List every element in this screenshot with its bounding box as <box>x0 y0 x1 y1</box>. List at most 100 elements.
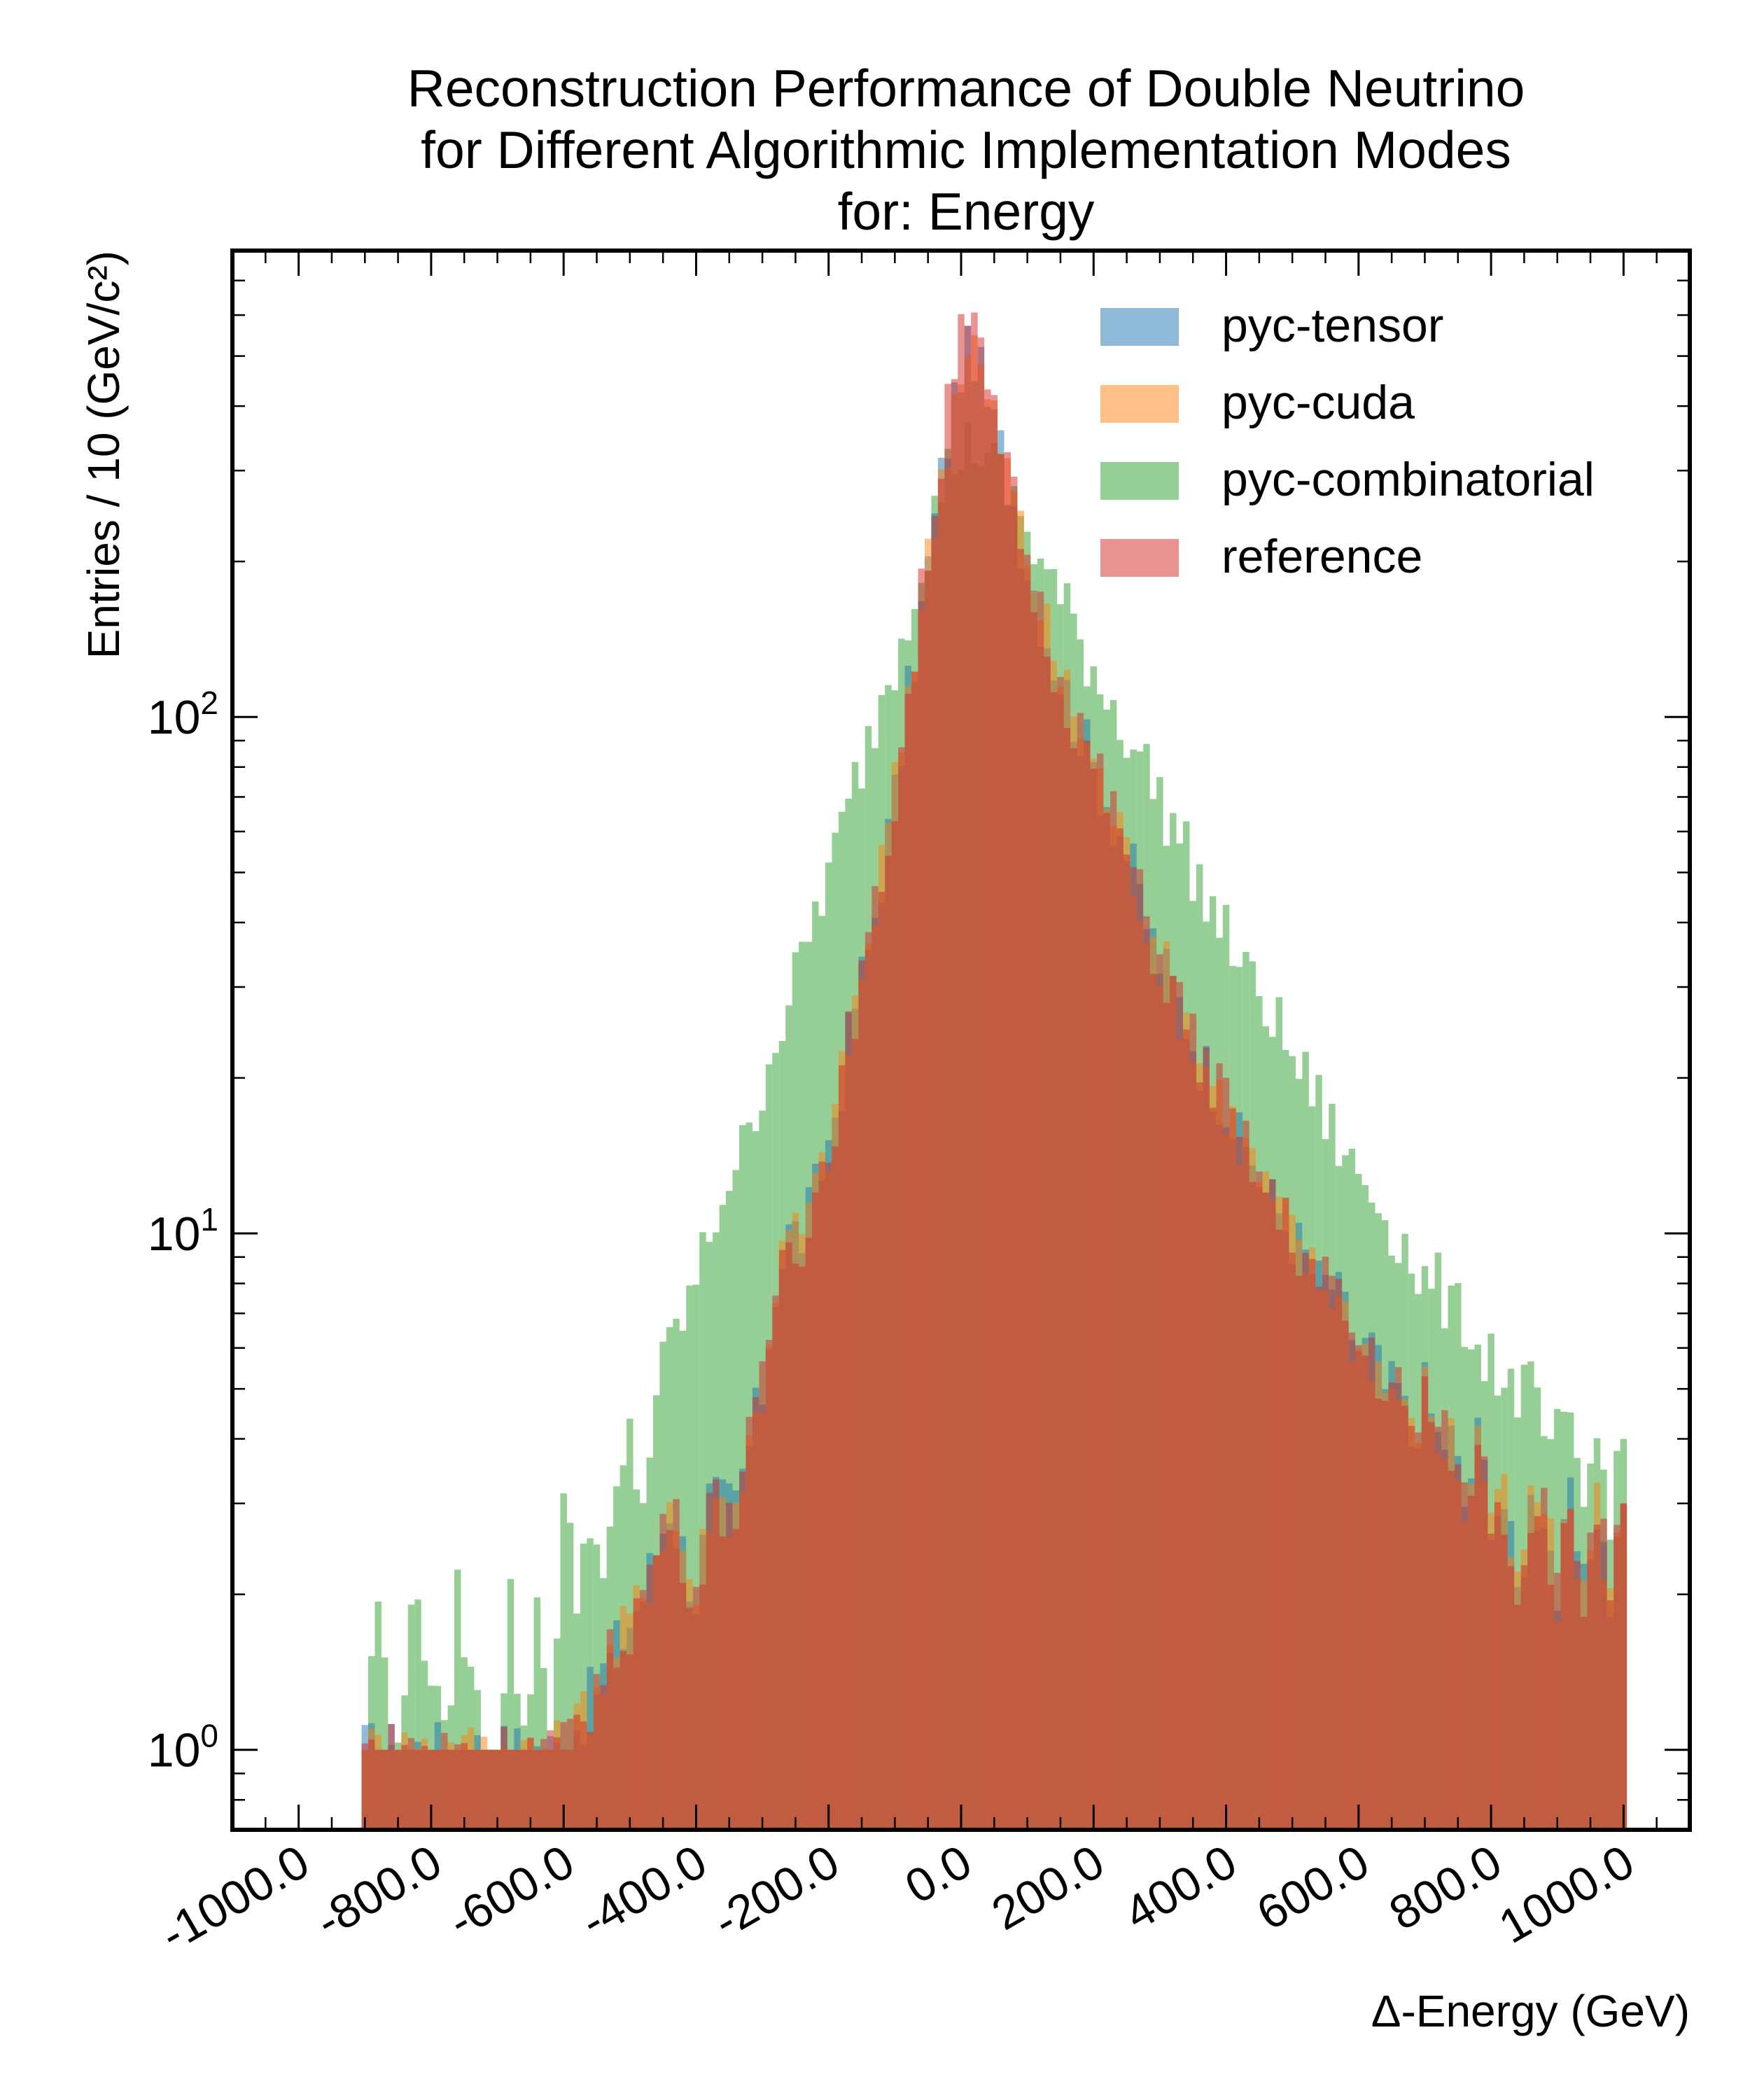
y-tick-label: 102 <box>148 685 218 744</box>
bar-reference <box>1421 1376 1429 1830</box>
bar-reference <box>454 1744 461 1830</box>
bar-reference <box>1196 1082 1203 1830</box>
bar-reference <box>394 1749 402 1830</box>
bar-reference <box>726 1502 733 1830</box>
bar-reference <box>1017 549 1024 1830</box>
bar-reference <box>1408 1426 1415 1830</box>
bar-reference <box>1401 1406 1408 1830</box>
bar-reference <box>640 1590 647 1830</box>
bar-reference <box>799 1266 806 1830</box>
bar-reference <box>872 886 878 1830</box>
bar-reference <box>686 1607 693 1830</box>
bar-reference <box>719 1536 727 1830</box>
bar-reference <box>493 1749 501 1830</box>
bar-reference <box>447 1749 455 1830</box>
x-tick-label: 1000.0 <box>1490 1835 1643 1954</box>
x-tick-label: 0.0 <box>897 1835 981 1914</box>
plot-area <box>230 248 1692 1832</box>
bar-reference <box>1322 1256 1329 1830</box>
bar-reference <box>1269 1179 1276 1830</box>
bar-reference <box>1037 592 1044 1830</box>
bar-reference <box>1116 828 1124 1830</box>
bar-reference <box>474 1749 481 1830</box>
bar-pyc-combinatorial <box>381 1657 388 1830</box>
bar-reference <box>652 1555 660 1830</box>
bar-reference <box>467 1749 475 1830</box>
bar-reference <box>818 1161 825 1830</box>
bar-pyc-combinatorial <box>454 1569 461 1830</box>
bar-reference <box>1494 1502 1502 1830</box>
x-tick-label: 400.0 <box>1116 1835 1245 1940</box>
bar-reference <box>778 1250 786 1830</box>
y-tick-label: 101 <box>148 1201 218 1261</box>
bar-reference <box>805 1238 813 1830</box>
bar-reference <box>825 1163 832 1830</box>
bar-reference <box>898 747 905 1830</box>
bar-reference <box>368 1739 375 1830</box>
bar-reference <box>1242 1121 1250 1830</box>
bar-reference <box>1534 1516 1541 1830</box>
bar-reference <box>421 1746 428 1830</box>
bar-reference <box>1123 854 1130 1830</box>
bar-reference <box>713 1479 720 1830</box>
x-tick-label: -600.0 <box>440 1835 583 1948</box>
bar-reference <box>1329 1275 1336 1830</box>
chart-title: Reconstruction Performance of Double Neu… <box>407 59 1525 241</box>
bar-reference <box>666 1530 673 1830</box>
legend-label-pyc-combinatorial: pyc-combinatorial <box>1222 453 1595 506</box>
bar-reference <box>1434 1427 1442 1830</box>
bar-reference <box>1275 1229 1282 1830</box>
bar-reference <box>1574 1561 1581 1830</box>
bar-reference <box>646 1564 653 1830</box>
bar-reference <box>1203 1047 1210 1830</box>
bar-reference <box>1620 1503 1628 1830</box>
bar-reference <box>891 821 899 1830</box>
bar-reference <box>1553 1573 1561 1830</box>
bar-reference <box>633 1598 640 1830</box>
bar-reference <box>1256 1171 1263 1830</box>
bar-reference <box>1547 1585 1554 1830</box>
bar-reference <box>1441 1410 1448 1830</box>
bar-reference <box>851 1038 859 1830</box>
bar-reference <box>765 1340 773 1830</box>
bar-reference <box>958 314 965 1830</box>
bar-reference <box>1488 1534 1494 1830</box>
legend-swatch-pyc-combinatorial <box>1100 462 1179 500</box>
bar-reference <box>1030 612 1037 1830</box>
bar-reference <box>904 694 912 1830</box>
bar-reference <box>977 337 985 1830</box>
x-axis-label: Δ-Energy (GeV) <box>1371 1986 1690 2036</box>
bar-pyc-combinatorial <box>560 1493 567 1830</box>
bar-reference <box>1335 1278 1343 1830</box>
bar-reference <box>1143 916 1150 1830</box>
bar-pyc-combinatorial <box>686 1285 693 1830</box>
x-tick-label: -1000.0 <box>151 1835 318 1961</box>
bar-reference <box>759 1361 766 1830</box>
bar-reference <box>547 1730 554 1830</box>
bar-pyc-combinatorial <box>566 1522 574 1830</box>
bar-reference <box>580 1721 587 1830</box>
y-tick-label: 100 <box>148 1718 218 1777</box>
legend-label-pyc-tensor: pyc-tensor <box>1222 299 1443 352</box>
bar-reference <box>1110 791 1117 1830</box>
x-tick-label: 800.0 <box>1380 1835 1510 1940</box>
bar-reference <box>792 1264 799 1830</box>
bar-reference <box>1428 1422 1435 1830</box>
bar-reference <box>772 1295 779 1830</box>
bar-reference <box>964 326 972 1830</box>
bar-reference <box>527 1737 534 1830</box>
bar-reference <box>918 568 925 1830</box>
bar-pyc-combinatorial <box>580 1544 587 1830</box>
bar-reference <box>1467 1495 1475 1830</box>
bar-reference <box>1050 692 1058 1830</box>
bar-reference <box>487 1749 494 1830</box>
bar-reference <box>606 1629 614 1830</box>
bar-reference <box>1507 1566 1515 1830</box>
x-tick-label: 600.0 <box>1248 1835 1378 1940</box>
bar-reference <box>951 379 958 1830</box>
bar-reference <box>1455 1464 1462 1830</box>
bar-reference <box>566 1718 574 1830</box>
bar-reference <box>1302 1252 1309 1830</box>
bar-reference <box>507 1749 514 1830</box>
